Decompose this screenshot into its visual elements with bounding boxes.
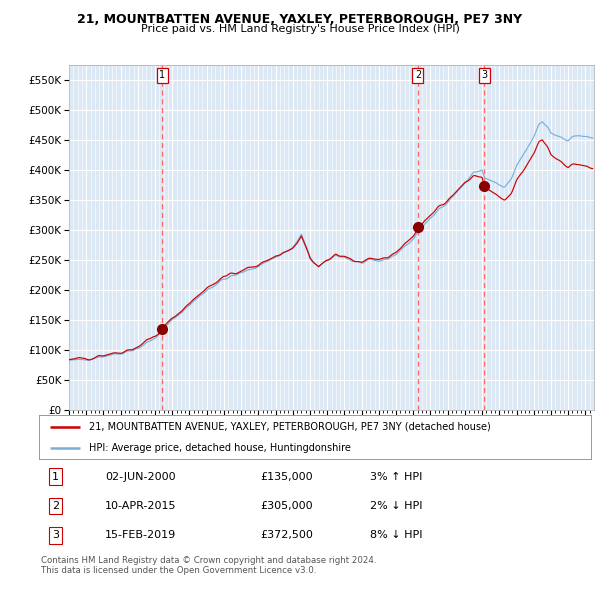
- Text: Contains HM Land Registry data © Crown copyright and database right 2024.
This d: Contains HM Land Registry data © Crown c…: [41, 556, 376, 575]
- Text: 21, MOUNTBATTEN AVENUE, YAXLEY, PETERBOROUGH, PE7 3NY (detached house): 21, MOUNTBATTEN AVENUE, YAXLEY, PETERBOR…: [89, 422, 490, 432]
- Text: 1: 1: [159, 70, 166, 80]
- Text: HPI: Average price, detached house, Huntingdonshire: HPI: Average price, detached house, Hunt…: [89, 443, 350, 453]
- Text: 8% ↓ HPI: 8% ↓ HPI: [370, 530, 423, 540]
- Text: 15-FEB-2019: 15-FEB-2019: [105, 530, 176, 540]
- Text: 10-APR-2015: 10-APR-2015: [105, 501, 177, 511]
- Text: 21, MOUNTBATTEN AVENUE, YAXLEY, PETERBOROUGH, PE7 3NY: 21, MOUNTBATTEN AVENUE, YAXLEY, PETERBOR…: [77, 13, 523, 26]
- Text: £305,000: £305,000: [260, 501, 313, 511]
- Text: £135,000: £135,000: [260, 471, 313, 481]
- Text: 3: 3: [52, 530, 59, 540]
- Text: 1: 1: [52, 471, 59, 481]
- Text: 2: 2: [415, 70, 421, 80]
- Text: 2: 2: [52, 501, 59, 511]
- Text: 02-JUN-2000: 02-JUN-2000: [105, 471, 176, 481]
- Text: 3: 3: [481, 70, 487, 80]
- Text: £372,500: £372,500: [260, 530, 313, 540]
- Text: Price paid vs. HM Land Registry's House Price Index (HPI): Price paid vs. HM Land Registry's House …: [140, 24, 460, 34]
- Text: 3% ↑ HPI: 3% ↑ HPI: [370, 471, 422, 481]
- Text: 2% ↓ HPI: 2% ↓ HPI: [370, 501, 423, 511]
